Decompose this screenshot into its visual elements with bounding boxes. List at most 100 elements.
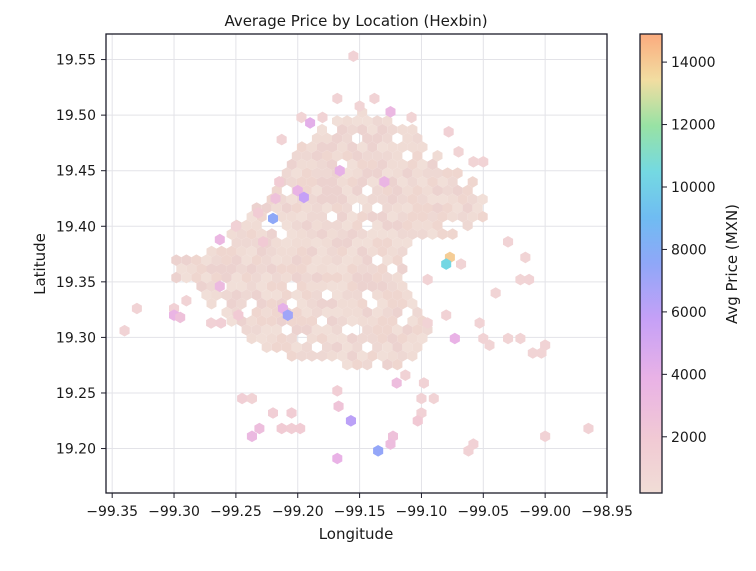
hex-cell [251,289,262,301]
hex-cell [337,193,348,206]
hex-cell [332,184,343,197]
hex-cell [372,271,383,284]
hex-cell [437,210,448,223]
hex-cell [119,324,130,337]
hex-cell [377,141,388,153]
hex-cell [337,315,348,327]
x-tick-label: −98.95 [581,504,633,520]
hex-cell [301,237,312,249]
hex-cell [276,280,287,293]
hex-cell [306,245,317,258]
hex-cell [291,254,302,266]
hex-cell [347,123,358,136]
hex-cell [382,184,393,197]
hex-cell [367,263,378,275]
colorbar-tick-label: 2000 [671,430,707,446]
hex-cell [417,210,428,223]
hex-cell [428,392,439,405]
hex-cell [306,263,317,275]
hex-cell [317,297,327,310]
hex-cell [397,210,408,223]
hex-cell [236,228,247,240]
hex-cell [372,184,383,197]
hex-cell [233,309,244,321]
hex-cell [402,202,413,214]
y-axis-label: Latitude [31,233,49,295]
hex-cell [372,324,383,336]
hex-cell [237,392,248,405]
hex-cell [427,210,438,223]
hex-cell [407,228,418,240]
hex-cell [306,297,317,310]
hex-cell [311,167,322,179]
hex-cell [181,294,192,307]
hex-cell [311,306,322,319]
hex-cell [327,176,338,188]
hex-cell [296,280,307,293]
hex-cell [295,422,306,435]
hex-cell [131,302,142,315]
hex-cell [372,115,383,127]
hex-cell [367,141,378,153]
hex-cell [377,193,388,206]
hexbin-cells [119,50,594,465]
hex-cell [387,332,398,345]
hex-cell [306,350,317,362]
hex-cell [362,202,373,214]
hex-cell [322,324,332,336]
hex-cell [357,297,368,310]
hex-cell [452,184,463,197]
hex-cell [271,341,282,353]
hex-cell [467,176,478,188]
hex-cell [317,176,327,188]
hex-cell [311,271,322,284]
hex-cell [230,220,241,233]
hex-cell [407,210,418,223]
hex-cell [397,158,408,171]
hex-cell [402,132,413,145]
hex-cell [387,176,398,188]
hex-cell [462,184,473,197]
hex-cell [352,289,363,301]
hex-cell [347,263,358,275]
hex-cell [286,332,297,345]
hex-cell [246,280,257,293]
hex-cell [412,150,423,162]
hex-cell [261,289,272,301]
hex-cell [291,341,302,353]
hex-cell [281,202,292,214]
hex-cell [452,202,463,214]
hex-cell [317,123,327,136]
hex-cell [306,228,317,240]
hex-cell [251,324,262,336]
hex-cell [342,237,353,249]
hex-cell [332,324,343,336]
hex-cell [347,350,358,362]
hex-cell [377,280,388,293]
hex-cell [382,289,393,301]
hex-cell [397,245,408,258]
hex-cell [342,150,353,162]
hex-cell [345,415,356,427]
hex-cell [337,263,348,275]
hex-cell [373,445,384,457]
hex-cell [348,50,359,62]
hex-cell [261,202,272,214]
hex-cell [387,193,398,206]
hex-cell [268,407,278,419]
hex-cell [241,271,252,284]
hex-cell [191,254,202,266]
hex-cell [391,377,402,389]
hex-cell [462,219,473,232]
hex-cell [347,141,358,153]
hex-cell [382,254,393,266]
hex-cell [402,341,413,353]
hex-cell [392,271,403,284]
hex-cell [342,254,353,266]
hex-cell [377,263,388,275]
hex-cell [291,306,302,319]
hex-cell [342,132,353,145]
hex-cell [478,332,489,345]
hex-cell [216,245,227,258]
hex-cell [206,297,217,310]
